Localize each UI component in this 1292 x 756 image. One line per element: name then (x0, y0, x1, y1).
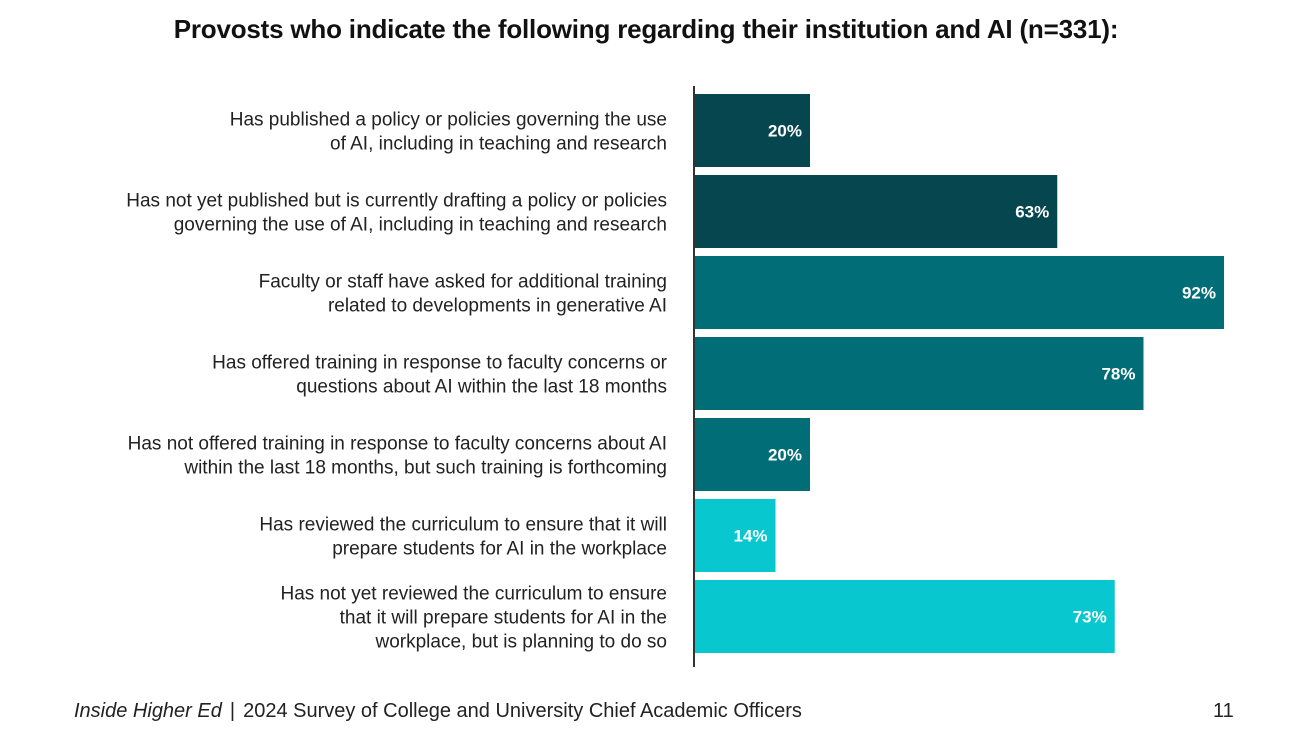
category-label-line: of AI, including in teaching and researc… (330, 134, 667, 155)
bar-4 (695, 337, 1144, 410)
category-label-line: Has not yet reviewed the curriculum to e… (280, 584, 667, 605)
category-label-line: Has not yet published but is currently d… (126, 191, 667, 212)
category-label-line: questions about AI within the last 18 mo… (296, 377, 667, 398)
category-label-1: Has published a policy or policies gover… (230, 110, 667, 155)
category-label-7: Has not yet reviewed the curriculum to e… (280, 584, 667, 653)
category-label-line: Has offered training in response to facu… (212, 353, 668, 374)
category-label-line: Has reviewed the curriculum to ensure th… (259, 515, 667, 536)
value-label-5: 20% (768, 446, 802, 465)
footer-source: Inside Higher Ed | 2024 Survey of College … (74, 700, 802, 723)
footer-publication: Inside Higher Ed (74, 700, 222, 722)
category-label-3: Faculty or staff have asked for addition… (259, 272, 667, 317)
footer-separator: | (229, 700, 236, 722)
category-label-line: related to developments in generative AI (328, 296, 667, 317)
bar-2 (695, 175, 1058, 248)
bar-1 (695, 94, 810, 167)
category-label-line: Has not offered training in response to … (128, 434, 667, 455)
value-label-1: 20% (768, 122, 802, 141)
bar-7 (695, 580, 1115, 653)
category-label-4: Has offered training in response to facu… (212, 353, 668, 398)
page-number: 11 (1213, 700, 1234, 722)
bar-3 (695, 256, 1224, 329)
category-label-6: Has reviewed the curriculum to ensure th… (259, 515, 667, 560)
category-label-line: workplace, but is planning to do so (374, 632, 667, 653)
value-label-4: 78% (1101, 365, 1135, 384)
chart-title: Provosts who indicate the following rega… (173, 14, 1119, 44)
category-label-line: Has published a policy or policies gover… (230, 110, 667, 131)
category-label-line: within the last 18 months, but such trai… (183, 458, 667, 479)
category-label-2: Has not yet published but is currently d… (126, 191, 667, 236)
category-label-line: governing the use of AI, including in te… (174, 215, 667, 236)
category-label-line: prepare students for AI in the workplace (332, 539, 667, 560)
value-label-3: 92% (1182, 284, 1216, 303)
footer-survey: 2024 Survey of College and University Ch… (243, 700, 802, 722)
category-label-line: Faculty or staff have asked for addition… (259, 272, 667, 293)
value-label-6: 14% (733, 527, 767, 546)
value-label-7: 73% (1073, 608, 1107, 627)
value-label-2: 63% (1015, 203, 1049, 222)
bar-6 (695, 499, 776, 572)
category-label-line: that it will prepare students for AI in … (340, 608, 667, 629)
category-label-5: Has not offered training in response to … (128, 434, 667, 479)
bar-5 (695, 418, 810, 491)
